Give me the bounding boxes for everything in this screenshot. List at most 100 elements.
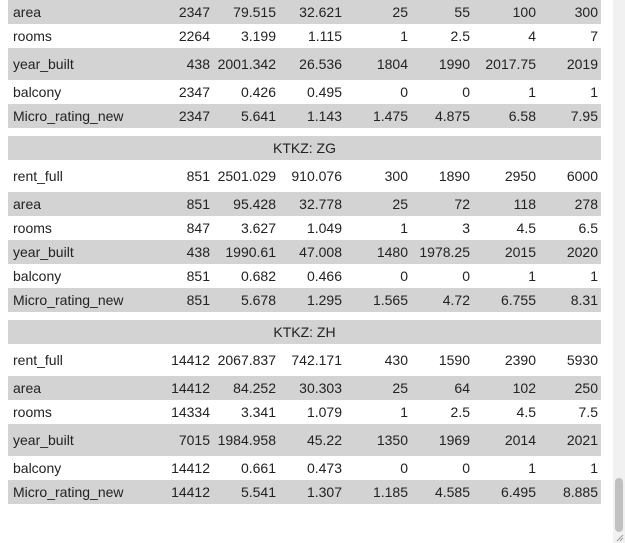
table-cell: 72 [411, 192, 473, 216]
table-cell: 1 [539, 456, 601, 480]
table-cell: 14412 [158, 376, 213, 400]
table-cell: 3.199 [213, 24, 279, 48]
table-cell: 5.678 [213, 288, 279, 312]
table-cell: 7 [539, 24, 601, 48]
table-cell: 4 [473, 24, 539, 48]
table-cell: 14334 [158, 400, 213, 424]
table-cell: 847 [158, 216, 213, 240]
table-cell: 3.341 [213, 400, 279, 424]
table-cell: 3.627 [213, 216, 279, 240]
table-row: area 851 95.428 32.778 25 72 118 278 [8, 192, 601, 216]
row-label: year_built [8, 48, 158, 80]
table-cell: 1978.25 [411, 240, 473, 264]
table-cell: 0 [411, 456, 473, 480]
table-cell: 25 [345, 192, 411, 216]
row-label: year_built [8, 424, 158, 456]
table-cell: 1 [345, 216, 411, 240]
table-row: rent_full 851 2501.029 910.076 300 1890 2950 60… [8, 160, 601, 192]
table-cell: 1.185 [345, 480, 411, 504]
table-cell: 742.171 [279, 344, 345, 376]
table-cell: 0.661 [213, 456, 279, 480]
table-cell: 6.58 [473, 104, 539, 128]
table-cell: 1590 [411, 344, 473, 376]
table-cell: 25 [345, 0, 411, 24]
table-cell: 14412 [158, 480, 213, 504]
table-cell: 1.049 [279, 216, 345, 240]
table-cell: 4.5 [473, 216, 539, 240]
table-cell: 6.5 [539, 216, 601, 240]
table-row: year_built 7015 1984.958 45.22 1350 1969 2014 2… [8, 424, 601, 456]
table-cell: 0 [411, 264, 473, 288]
table-cell: 1890 [411, 160, 473, 192]
table-cell: 47.008 [279, 240, 345, 264]
table-cell: 1.565 [345, 288, 411, 312]
row-label: rent_full [8, 344, 158, 376]
row-label: balcony [8, 456, 158, 480]
table-cell: 1990.61 [213, 240, 279, 264]
table-cell: 4.5 [473, 400, 539, 424]
table-cell: 25 [345, 376, 411, 400]
table-cell: 438 [158, 240, 213, 264]
table-cell: 55 [411, 0, 473, 24]
table-cell: 0.473 [279, 456, 345, 480]
table-cell: 851 [158, 192, 213, 216]
table-cell: 2001.342 [213, 48, 279, 80]
table-cell: 6.755 [473, 288, 539, 312]
table-cell: 430 [345, 344, 411, 376]
row-label: rooms [8, 24, 158, 48]
table-cell: 2017.75 [473, 48, 539, 80]
table-row: area 2347 79.515 32.621 25 55 100 300 [8, 0, 601, 24]
table-cell: 910.076 [279, 160, 345, 192]
table-cell: 2501.029 [213, 160, 279, 192]
table-cell: 2015 [473, 240, 539, 264]
table-cell: 5.541 [213, 480, 279, 504]
table-cell: 1969 [411, 424, 473, 456]
table-cell: 0.466 [279, 264, 345, 288]
table-cell: 118 [473, 192, 539, 216]
vertical-scrollbar[interactable] [613, 0, 625, 543]
table-cell: 32.778 [279, 192, 345, 216]
table-cell: 26.536 [279, 48, 345, 80]
resize-grip-icon[interactable] [616, 534, 624, 542]
table-row: rooms 14334 3.341 1.079 1 2.5 4.5 7.5 [8, 400, 601, 424]
table-cell: 0 [345, 264, 411, 288]
table-cell: 300 [345, 160, 411, 192]
table-cell: 1 [473, 80, 539, 104]
table-cell: 851 [158, 264, 213, 288]
table-cell: 8.885 [539, 480, 601, 504]
table-cell: 84.252 [213, 376, 279, 400]
table-cell: 1 [539, 80, 601, 104]
table-cell: 1.475 [345, 104, 411, 128]
group-caption-row: KTKZ: ZH [8, 320, 601, 344]
table-row: balcony 14412 0.661 0.473 0 0 1 1 [8, 456, 601, 480]
table-cell: 300 [539, 0, 601, 24]
table-cell: 0 [345, 80, 411, 104]
table-cell: 102 [473, 376, 539, 400]
table-cell: 851 [158, 288, 213, 312]
row-label: Micro_rating_new [8, 480, 158, 504]
table-cell: 3 [411, 216, 473, 240]
table-cell: 4.875 [411, 104, 473, 128]
table-cell: 14412 [158, 456, 213, 480]
summary-stats-table: area 2347 79.515 32.621 25 55 100 300 rooms 2264 3… [8, 0, 601, 504]
table-cell: 95.428 [213, 192, 279, 216]
table-row: balcony 2347 0.426 0.495 0 0 1 1 [8, 80, 601, 104]
table-cell: 45.22 [279, 424, 345, 456]
table-cell: 0 [345, 456, 411, 480]
table-cell: 1984.958 [213, 424, 279, 456]
table-cell: 1350 [345, 424, 411, 456]
table-cell: 2347 [158, 0, 213, 24]
table-cell: 1.143 [279, 104, 345, 128]
stats-output: area 2347 79.515 32.621 25 55 100 300 rooms 2264 3… [8, 0, 601, 504]
table-cell: 1.079 [279, 400, 345, 424]
table-cell: 1.295 [279, 288, 345, 312]
table-cell: 14412 [158, 344, 213, 376]
group-caption: KTKZ: ZH [8, 320, 601, 344]
table-row: rooms 847 3.627 1.049 1 3 4.5 6.5 [8, 216, 601, 240]
table-cell: 6000 [539, 160, 601, 192]
table-cell: 1 [345, 400, 411, 424]
table-cell: 2019 [539, 48, 601, 80]
table-cell: 79.515 [213, 0, 279, 24]
scrollbar-thumb[interactable] [615, 478, 623, 532]
row-label: rooms [8, 400, 158, 424]
